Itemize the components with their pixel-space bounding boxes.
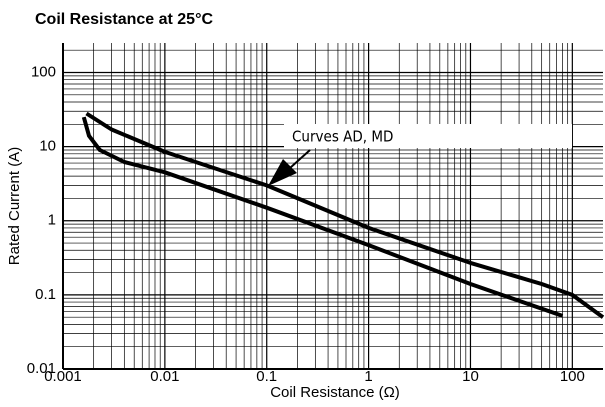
annotation-box — [284, 124, 572, 148]
curve — [81, 116, 564, 318]
y-tick-label: 1 — [48, 212, 56, 229]
x-tick-label: 0.1 — [256, 368, 277, 385]
x-tick-label: 10 — [462, 368, 479, 385]
x-tick-label: 1 — [364, 368, 372, 385]
y-tick-label: 0.01 — [27, 360, 56, 377]
y-tick-label: 10 — [39, 138, 56, 155]
x-tick-label: 100 — [560, 368, 585, 385]
y-tick-label: 0.1 — [35, 286, 56, 303]
y-axis-label: Rated Current (A) — [6, 147, 23, 265]
annotation-arrow-shaft — [289, 149, 311, 169]
x-tick-label: 0.01 — [150, 368, 179, 385]
curve — [85, 111, 605, 319]
annotation-arrow-head — [268, 159, 297, 186]
grid — [62, 43, 603, 370]
y-tick-label: 100 — [31, 63, 56, 80]
chart-title: Coil Resistance at 25°C — [35, 11, 213, 28]
marks: Curves AD, MD — [81, 111, 605, 319]
x-tick-label: 0.001 — [44, 368, 82, 385]
annotation: Curves AD, MD — [292, 128, 393, 146]
x-axis-label: Coil Resistance (Ω) — [270, 384, 400, 401]
